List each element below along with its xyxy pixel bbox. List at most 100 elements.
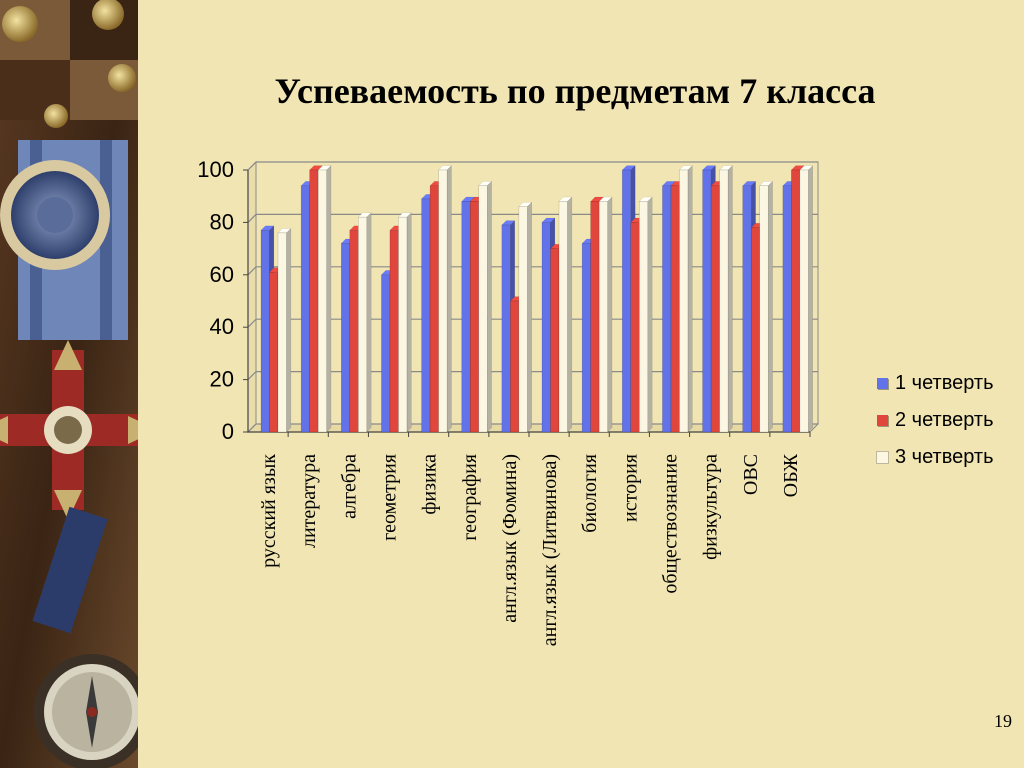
bar-front <box>501 224 511 433</box>
bar-side <box>286 227 292 433</box>
legend-label-series-2: 2 четверть <box>895 409 994 431</box>
bar-front <box>742 185 752 433</box>
chart-back-wall <box>255 161 819 425</box>
bar-front <box>679 169 689 433</box>
legend-swatch-series-2 <box>877 415 888 426</box>
bar-front <box>429 185 439 433</box>
x-tick-label: алгебра <box>338 454 360 519</box>
bar-front <box>478 185 488 433</box>
bar-side <box>607 196 613 433</box>
bar-front <box>510 300 520 433</box>
bar-side <box>567 196 573 433</box>
x-tick-label: русский язык <box>258 454 280 568</box>
bar-front <box>541 222 551 433</box>
bar <box>678 164 693 433</box>
bar-front <box>269 271 279 433</box>
x-tick-label: физика <box>419 454 441 515</box>
legend-item-series-1: 1 четверть <box>877 365 994 402</box>
x-tick-label: ОВС <box>740 454 762 495</box>
bar-side <box>808 164 814 433</box>
x-tick-label: литература <box>298 454 320 548</box>
bar-front <box>622 169 632 433</box>
bar-front <box>702 169 712 433</box>
bar <box>799 164 814 433</box>
x-tick-label: англ.язык (Литвинова) <box>539 454 561 646</box>
x-tick-label: геометрия <box>379 454 401 541</box>
bar-front <box>461 201 471 433</box>
bar <box>759 180 774 433</box>
bar <box>478 180 493 433</box>
bar-front <box>389 230 399 433</box>
bar <box>277 227 292 433</box>
x-tick-label: обществознание <box>660 454 682 594</box>
bar-side <box>527 201 533 433</box>
y-tick-label: 100 <box>197 157 234 182</box>
x-tick-label: англ.язык (Фомина) <box>499 454 521 623</box>
bar-front <box>358 216 368 433</box>
bar-front <box>558 201 568 433</box>
page-number: 19 <box>994 711 1012 731</box>
bar-front <box>421 198 431 433</box>
x-tick-label: биология <box>579 454 601 533</box>
x-tick-label: физкультура <box>700 454 722 560</box>
bar-front <box>750 227 760 433</box>
bar-side <box>687 164 693 433</box>
bar-front <box>398 216 408 433</box>
legend-swatch-series-1 <box>877 378 888 389</box>
x-tick-label: ОБЖ <box>780 454 802 497</box>
bar-front <box>300 185 310 433</box>
bar <box>718 164 734 433</box>
bar-front <box>277 232 287 433</box>
legend-item-series-3: 3 четверть <box>876 439 994 476</box>
legend-label-series-3: 3 четверть <box>895 446 994 468</box>
bar-front <box>710 185 720 433</box>
bar-front <box>791 169 801 433</box>
y-tick-label: 60 <box>210 262 234 287</box>
bar-side <box>767 180 773 433</box>
bar-side <box>326 164 332 433</box>
bar-side <box>446 164 452 433</box>
bar-front <box>260 230 270 433</box>
y-tick-label: 80 <box>210 209 234 234</box>
bar-front <box>550 248 560 433</box>
bar-front <box>349 230 359 433</box>
bar-front <box>469 201 479 433</box>
bar <box>397 212 412 433</box>
chart-side-wall <box>247 160 257 434</box>
bar-front <box>759 185 769 433</box>
bar-side <box>727 164 733 433</box>
y-tick-label: 20 <box>210 367 234 392</box>
bar <box>357 212 372 433</box>
decorative-photo <box>0 0 138 768</box>
bar-front <box>630 222 640 433</box>
bar-front <box>639 201 649 433</box>
bar <box>518 201 533 433</box>
bar-side <box>366 212 372 433</box>
slide-title: Успеваемость по предметам 7 класса <box>274 71 876 111</box>
bar <box>598 196 613 433</box>
bar <box>558 196 573 433</box>
bar-front <box>782 185 792 433</box>
bar-front <box>381 274 391 433</box>
chart-legend: 1 четверть 2 четверть 3 четверть <box>876 365 994 476</box>
bar-front <box>341 243 351 433</box>
bar-front <box>590 201 600 433</box>
bar <box>638 196 653 433</box>
bar-front <box>317 169 327 433</box>
legend-swatch-series-3 <box>876 451 889 464</box>
bar-front <box>518 206 528 433</box>
legend-label-series-1: 1 четверть <box>895 372 994 394</box>
bar-front <box>670 185 680 433</box>
bar-side <box>406 212 412 433</box>
bar-side <box>647 196 653 433</box>
gridline <box>247 161 818 171</box>
x-tick-label: география <box>459 454 481 541</box>
bar-front <box>662 185 672 433</box>
bar-front <box>799 169 809 433</box>
bar-front <box>581 243 591 433</box>
bar-front <box>438 169 448 433</box>
bar <box>437 164 453 433</box>
legend-item-series-2: 2 четверть <box>877 402 994 439</box>
bar-front <box>719 169 729 433</box>
